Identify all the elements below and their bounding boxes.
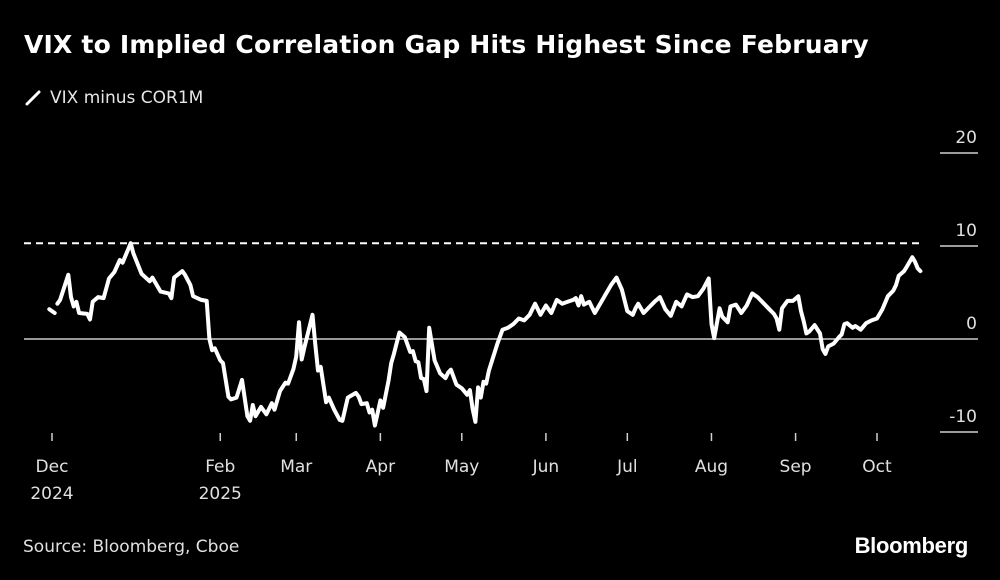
chart-title: VIX to Implied Correlation Gap Hits High… bbox=[24, 30, 869, 59]
x-tick-sublabel: 2025 bbox=[199, 484, 242, 504]
x-tick-label: Sep bbox=[780, 457, 812, 477]
x-tick-label: Jun bbox=[532, 457, 560, 477]
x-tick-label: Jul bbox=[616, 457, 638, 477]
x-tick-sublabel: 2024 bbox=[30, 484, 73, 504]
x-tick-label: Dec bbox=[36, 457, 69, 477]
series-line-vix-minus-cor1m bbox=[55, 241, 923, 428]
legend-label: VIX minus COR1M bbox=[50, 88, 204, 108]
source-note: Source: Bloomberg, Cboe bbox=[23, 537, 240, 557]
line-swatch-icon bbox=[24, 89, 42, 107]
x-tick-label: Mar bbox=[280, 457, 312, 477]
x-tick-label: May bbox=[444, 457, 479, 477]
x-tick-label: Aug bbox=[695, 457, 728, 477]
x-tick-label: Feb bbox=[205, 457, 235, 477]
y-tick-label: 10 bbox=[955, 221, 977, 241]
y-tick-label: -10 bbox=[949, 407, 977, 427]
y-tick-label: 20 bbox=[955, 128, 977, 148]
x-tick-label: Oct bbox=[862, 457, 892, 477]
series-line-vix-minus-cor1m bbox=[47, 307, 57, 315]
bloomberg-logo: Bloomberg bbox=[854, 533, 969, 558]
x-tick-label: Apr bbox=[366, 457, 395, 477]
y-tick-label: 0 bbox=[966, 314, 977, 334]
legend: VIX minus COR1M bbox=[24, 88, 203, 108]
